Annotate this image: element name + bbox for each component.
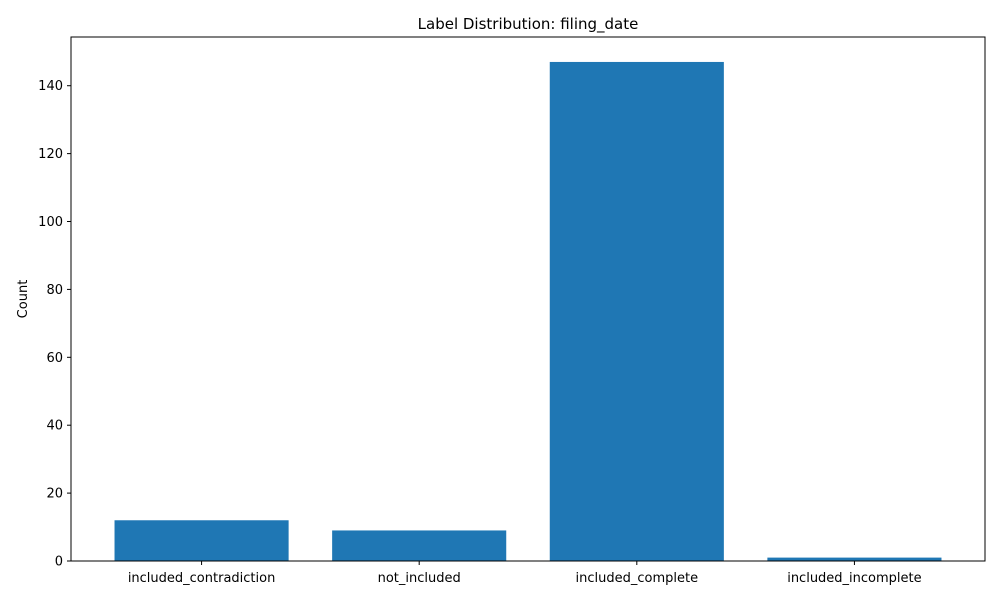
y-tick-label: 0 <box>55 555 63 570</box>
x-tick-label: included_contradiction <box>128 571 276 586</box>
x-tick-label: not_included <box>378 571 461 586</box>
y-tick-label: 100 <box>38 215 63 230</box>
bar-included_incomplete <box>767 557 942 561</box>
y-tick-label: 80 <box>46 283 63 298</box>
bar-not_included <box>332 530 507 561</box>
y-tick-label: 40 <box>46 419 63 434</box>
y-tick-label: 120 <box>38 147 63 162</box>
y-ticks: 0 20 40 60 80 100 120 140 <box>38 79 71 570</box>
x-tick-label: included_incomplete <box>787 571 921 586</box>
y-tick-label: 140 <box>38 79 63 94</box>
y-tick-label: 20 <box>46 487 63 502</box>
axes-layer <box>70 36 986 562</box>
chart-title: Label Distribution: filing_date <box>418 15 639 34</box>
bar-included_complete <box>549 61 724 561</box>
x-tick-label: included_complete <box>576 571 699 586</box>
y-axis-label: Count <box>16 280 31 319</box>
plot-frame <box>70 36 986 562</box>
bars-layer <box>114 61 942 561</box>
y-tick-label: 60 <box>46 351 63 366</box>
bar-included_contradiction <box>114 520 289 561</box>
x-ticks: included_contradiction not_included includ… <box>128 561 922 586</box>
